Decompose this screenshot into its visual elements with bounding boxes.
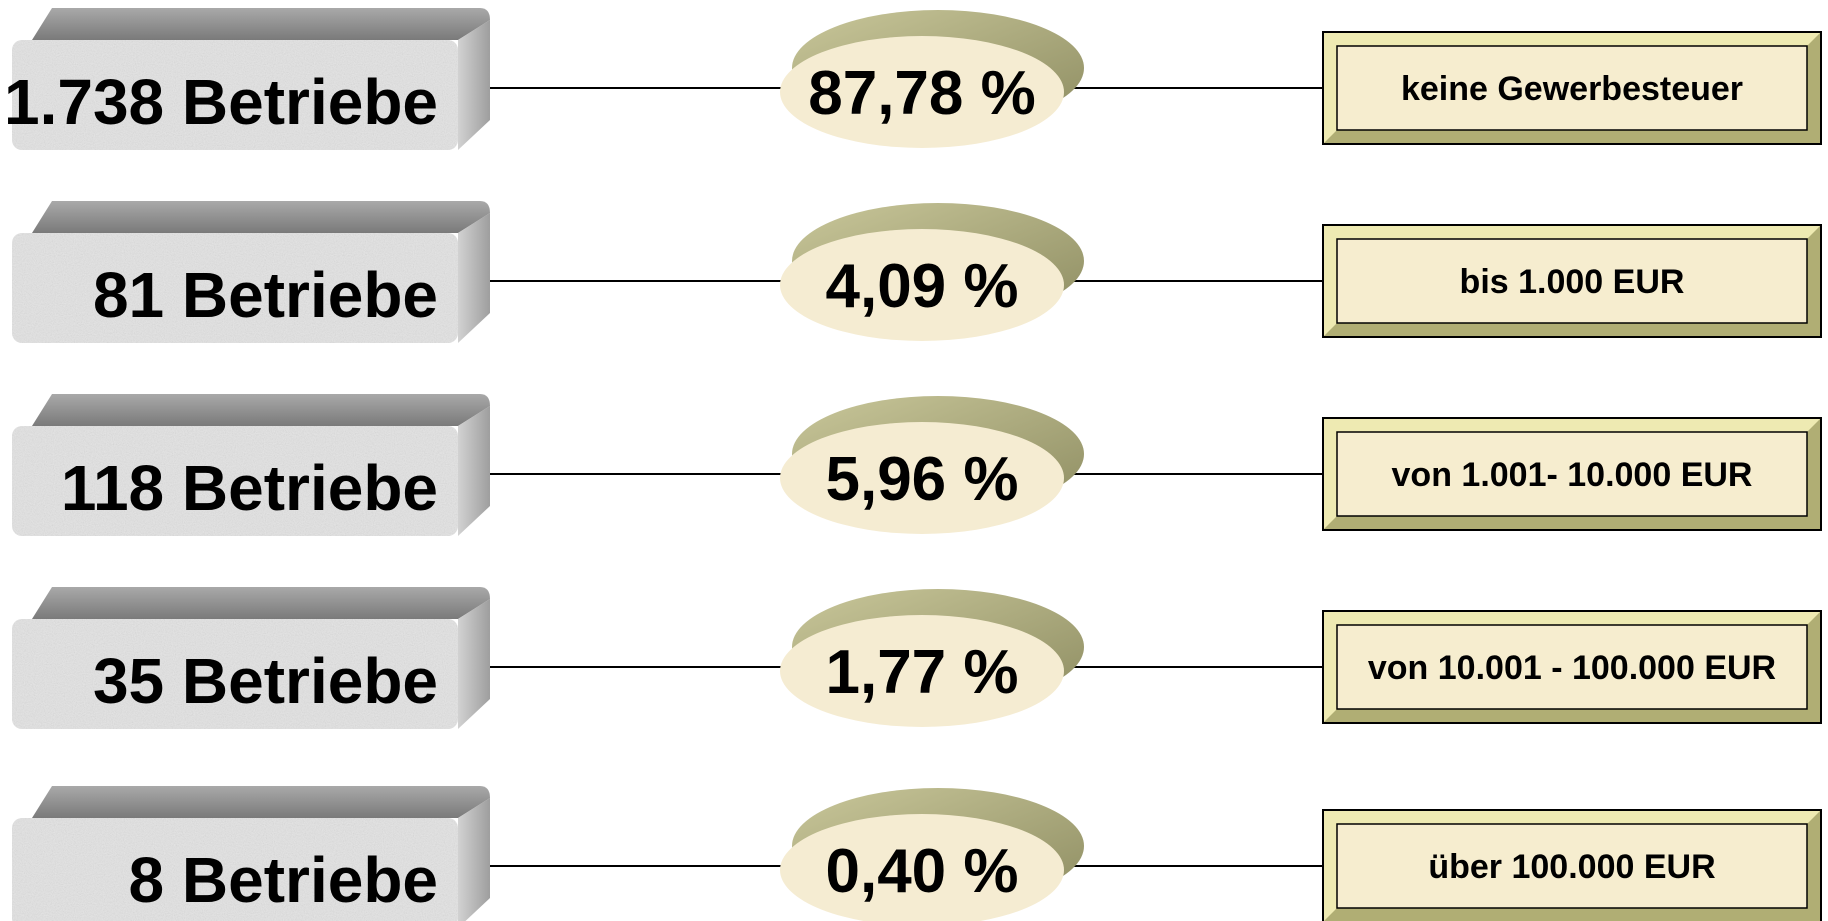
percent-disc: 4,09 %: [780, 203, 1084, 341]
block-top: [32, 786, 490, 818]
disc-front: [780, 422, 1064, 534]
block-face: [12, 619, 458, 729]
block-top: [32, 201, 490, 233]
category-label-box: von 1.001- 10.000 EUR: [1322, 417, 1822, 531]
label-bevel-light: [1323, 32, 1821, 144]
percent-disc: 1,77 %: [780, 589, 1084, 727]
count-label: 8 Betriebe: [129, 844, 438, 916]
disc-front: [780, 36, 1064, 148]
block-side: [458, 213, 490, 343]
category-label: bis 1.000 EUR: [1460, 263, 1685, 301]
block-side: [458, 20, 490, 150]
label-bevel-light: [1323, 418, 1821, 530]
block-face: [12, 233, 458, 343]
diagram-row: 8 Betriebe 0,40 % über 100.000 EUR: [12, 786, 1822, 921]
disc-front: [780, 229, 1064, 341]
diagram-row: 118 Betriebe 5,96 % von 1.001- 10.000 EUR: [12, 394, 1822, 536]
block-side: [458, 599, 490, 729]
percent-label: 1,77 %: [825, 638, 1018, 707]
count-block: 118 Betriebe: [12, 394, 490, 536]
diagram-row: 81 Betriebe 4,09 % bis 1.000 EUR: [12, 201, 1822, 343]
label-border: [1322, 610, 1822, 724]
percent-label: 87,78 %: [808, 59, 1036, 128]
category-label-box: von 10.001 - 100.000 EUR: [1322, 610, 1822, 724]
percent-label: 5,96 %: [825, 445, 1018, 514]
percent-label: 4,09 %: [825, 252, 1018, 321]
percent-disc: 0,40 %: [780, 788, 1084, 921]
count-block: 8 Betriebe: [12, 786, 490, 921]
category-label-box: bis 1.000 EUR: [1322, 224, 1822, 338]
block-side: [458, 798, 490, 921]
category-label: von 10.001 - 100.000 EUR: [1368, 649, 1776, 687]
diagram-row: 1.738 Betriebe 87,78 % keine Gewerbesteuer: [4, 8, 1822, 150]
block-face: [12, 426, 458, 536]
label-border: [1322, 31, 1822, 145]
label-bevel-light: [1323, 810, 1821, 921]
label-bevel-light: [1323, 225, 1821, 337]
percent-disc: 87,78 %: [780, 10, 1084, 148]
category-label-box: keine Gewerbesteuer: [1322, 31, 1822, 145]
count-block: 81 Betriebe: [12, 201, 490, 343]
count-block: 1.738 Betriebe: [4, 8, 490, 150]
disc-front: [780, 814, 1064, 921]
category-label-box: über 100.000 EUR: [1322, 809, 1822, 921]
label-face: [1336, 45, 1808, 131]
block-top: [32, 8, 490, 40]
percent-disc: 5,96 %: [780, 396, 1084, 534]
count-block: 35 Betriebe: [12, 587, 490, 729]
label-border: [1322, 417, 1822, 531]
label-border: [1322, 224, 1822, 338]
category-label: keine Gewerbesteuer: [1401, 70, 1743, 108]
label-face: [1336, 624, 1808, 710]
percent-label: 0,40 %: [825, 837, 1018, 906]
category-label: von 1.001- 10.000 EUR: [1392, 456, 1753, 494]
block-face: [12, 40, 458, 150]
count-label: 1.738 Betriebe: [4, 66, 438, 138]
label-bevel-light: [1323, 611, 1821, 723]
label-border: [1322, 809, 1822, 921]
block-side: [458, 406, 490, 536]
count-label: 35 Betriebe: [93, 645, 438, 717]
category-label: über 100.000 EUR: [1428, 848, 1715, 886]
count-label: 118 Betriebe: [61, 452, 438, 524]
block-face: [12, 818, 458, 921]
label-face: [1336, 238, 1808, 324]
disc-front: [780, 615, 1064, 727]
label-face: [1336, 431, 1808, 517]
block-top: [32, 394, 490, 426]
diagram-row: 35 Betriebe 1,77 % von 10.001 - 100.000 EU…: [12, 587, 1822, 729]
count-label: 81 Betriebe: [93, 259, 438, 331]
label-face: [1336, 823, 1808, 909]
block-top: [32, 587, 490, 619]
